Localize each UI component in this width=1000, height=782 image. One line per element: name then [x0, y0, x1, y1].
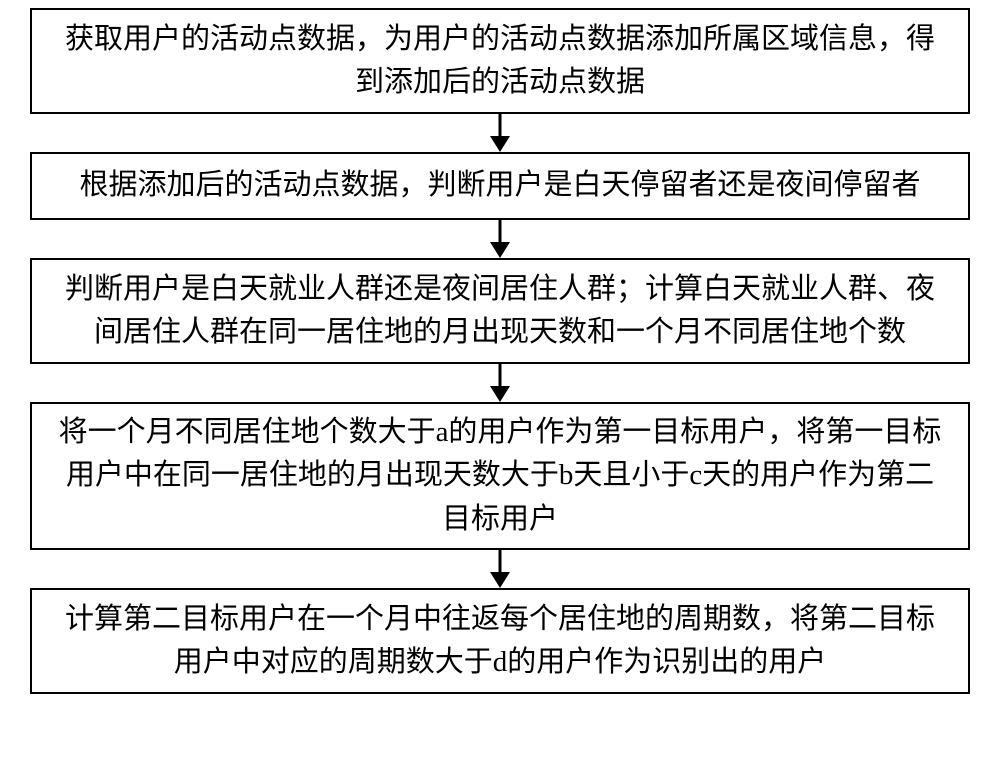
flowchart-canvas: 获取用户的活动点数据，为用户的活动点数据添加所属区域信息，得到添加后的活动点数据… [0, 0, 1000, 782]
flow-node-1: 获取用户的活动点数据，为用户的活动点数据添加所属区域信息，得到添加后的活动点数据 [30, 8, 970, 114]
flow-arrow-2 [0, 220, 1000, 258]
flow-node-4: 将一个月不同居住地个数大于a的用户作为第一目标用户，将第一目标用户中在同一居住地… [30, 402, 970, 550]
flow-node-5: 计算第二目标用户在一个月中往返每个居住地的周期数，将第二目标用户中对应的周期数大… [30, 588, 970, 694]
flow-node-4-text: 将一个月不同居住地个数大于a的用户作为第一目标用户，将第一目标用户中在同一居住地… [56, 411, 944, 542]
flow-node-3: 判断用户是白天就业人群还是夜间居住人群；计算白天就业人群、夜间居住人群在同一居住… [30, 258, 970, 364]
flow-node-5-text: 计算第二目标用户在一个月中往返每个居住地的周期数，将第二目标用户中对应的周期数大… [56, 598, 944, 685]
flow-node-3-text: 判断用户是白天就业人群还是夜间居住人群；计算白天就业人群、夜间居住人群在同一居住… [56, 268, 944, 355]
flow-arrow-3 [0, 364, 1000, 402]
flow-arrow-1 [0, 114, 1000, 152]
flow-arrow-4 [0, 550, 1000, 588]
flow-node-2-text: 根据添加后的活动点数据，判断用户是白天停留者还是夜间停留者 [79, 164, 920, 208]
flow-node-1-text: 获取用户的活动点数据，为用户的活动点数据添加所属区域信息，得到添加后的活动点数据 [56, 18, 944, 105]
flow-node-2: 根据添加后的活动点数据，判断用户是白天停留者还是夜间停留者 [30, 152, 970, 220]
